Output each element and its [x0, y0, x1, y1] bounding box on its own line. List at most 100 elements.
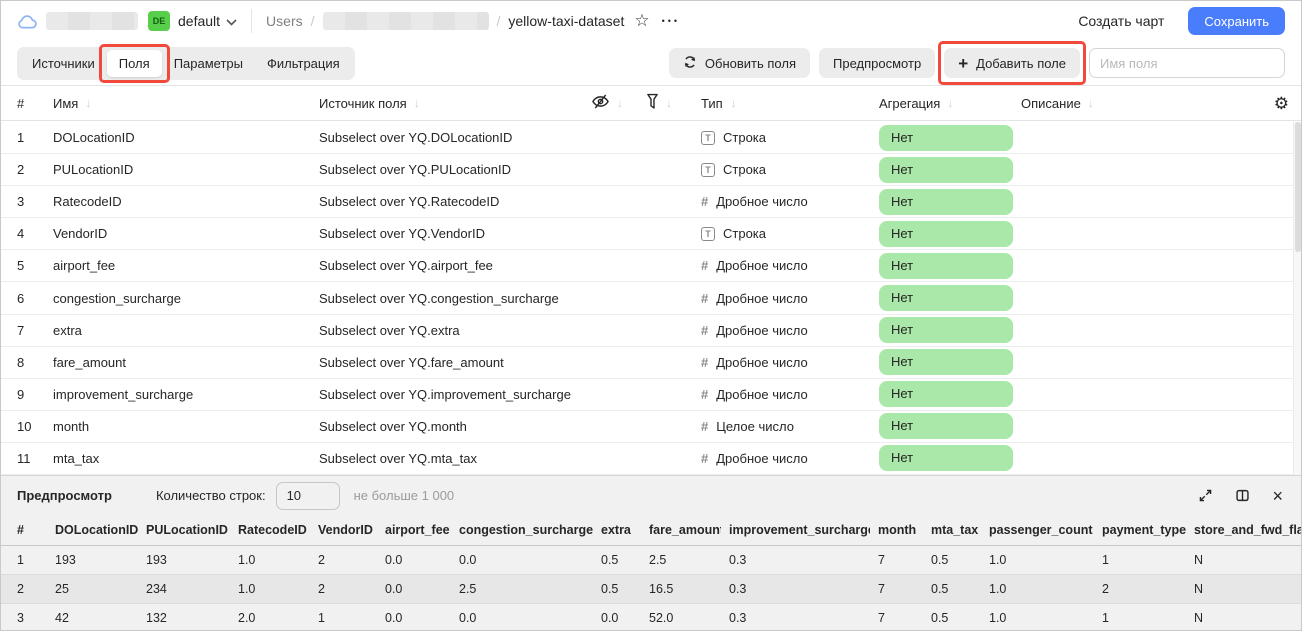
- row-count-input[interactable]: [275, 481, 340, 510]
- field-source: Subselect over YQ.RatecodeID: [319, 194, 500, 210]
- scrollbar-thumb[interactable]: [1295, 122, 1301, 252]
- field-type[interactable]: # Дробное число: [701, 451, 879, 466]
- field-name[interactable]: fare_amount: [53, 354, 126, 370]
- field-row[interactable]: 6 congestion_surcharge Subselect over YQ…: [1, 282, 1301, 315]
- field-index: 2: [17, 162, 25, 178]
- field-type-label: Строка: [723, 162, 767, 178]
- field-name[interactable]: RatecodeID: [53, 194, 122, 210]
- field-row[interactable]: 10 month Subselect over YQ.month # Целое…: [1, 411, 1301, 443]
- field-name[interactable]: mta_tax: [53, 450, 100, 466]
- breadcrumb-users[interactable]: Users: [266, 13, 303, 29]
- col-header-description[interactable]: Описание ↓: [1021, 95, 1094, 111]
- aggregation-select[interactable]: Нет: [879, 285, 1013, 312]
- tab-fields[interactable]: Поля: [106, 49, 162, 77]
- refresh-icon: [683, 55, 697, 72]
- field-type[interactable]: T Строка: [701, 162, 879, 177]
- field-type-label: Дробное число: [716, 354, 808, 370]
- preview-panel: Предпросмотр Количество строк: не больше…: [1, 475, 1301, 630]
- gear-icon[interactable]: ⚙: [1273, 93, 1289, 113]
- aggregation-select[interactable]: Нет: [879, 252, 1013, 279]
- field-type[interactable]: # Дробное число: [701, 355, 879, 370]
- field-source: Subselect over YQ.PULocationID: [319, 162, 511, 178]
- field-row[interactable]: 4 VendorID Subselect over YQ.VendorID T …: [1, 218, 1301, 251]
- field-name[interactable]: airport_fee: [53, 258, 116, 274]
- field-type[interactable]: # Целое число: [701, 419, 879, 434]
- field-type[interactable]: # Дробное число: [701, 291, 879, 306]
- tab-sources[interactable]: Источники: [20, 50, 107, 77]
- col-header-aggregation[interactable]: Агрегация ↓: [879, 95, 954, 111]
- field-index: 9: [17, 386, 25, 402]
- col-header-filter[interactable]: ↓: [646, 93, 701, 113]
- field-type[interactable]: # Дробное число: [701, 323, 879, 338]
- field-row[interactable]: 8 fare_amount Subselect over YQ.fare_amo…: [1, 347, 1301, 379]
- field-name[interactable]: VendorID: [53, 226, 108, 242]
- col-header-hidden[interactable]: ↓: [591, 93, 646, 113]
- preview-col-header: airport_fee: [377, 515, 451, 546]
- preview-col-header: fare_amount: [641, 515, 721, 546]
- field-index: 8: [17, 354, 25, 370]
- field-index: 6: [17, 290, 25, 306]
- preview-cell: 2.5: [451, 574, 593, 604]
- tab-filtering[interactable]: Фильтрация: [255, 50, 352, 77]
- field-row[interactable]: 3 RatecodeID Subselect over YQ.RatecodeI…: [1, 186, 1301, 219]
- close-icon[interactable]: ×: [1272, 485, 1283, 506]
- preview-cell: 0.5: [593, 545, 641, 575]
- field-type[interactable]: # Дробное число: [701, 387, 879, 402]
- field-row[interactable]: 7 extra Subselect over YQ.extra # Дробно…: [1, 315, 1301, 347]
- ellipsis-icon[interactable]: •••: [661, 16, 681, 26]
- aggregation-select[interactable]: Нет: [879, 349, 1013, 376]
- aggregation-select[interactable]: Нет: [879, 188, 1013, 215]
- field-row[interactable]: 9 improvement_surcharge Subselect over Y…: [1, 379, 1301, 411]
- field-name[interactable]: improvement_surcharge: [53, 386, 194, 402]
- preview-row: 3 42 132 2.0 1 0.0 0.0 0.0 52.0 0.3 7 0.5 1.0 1 N: [1, 603, 1301, 630]
- aggregation-select[interactable]: Нет: [879, 124, 1013, 151]
- star-icon[interactable]: ☆: [634, 11, 650, 30]
- preview-cell: 0.3: [721, 603, 870, 630]
- field-name[interactable]: congestion_surcharge: [53, 290, 181, 306]
- number-type-icon: #: [701, 418, 709, 434]
- field-type[interactable]: # Дробное число: [701, 194, 879, 209]
- preview-cell: 0.5: [593, 574, 641, 604]
- string-type-icon: T: [701, 226, 715, 241]
- save-button[interactable]: Сохранить: [1188, 7, 1285, 35]
- tab-parameters[interactable]: Параметры: [162, 50, 255, 77]
- preview-col-header: VendorID: [310, 515, 377, 546]
- field-row[interactable]: 5 airport_fee Subselect over YQ.airport_…: [1, 250, 1301, 283]
- field-type[interactable]: # Дробное число: [701, 258, 879, 273]
- aggregation-select[interactable]: Нет: [879, 317, 1013, 344]
- field-type[interactable]: T Строка: [701, 226, 879, 241]
- field-row[interactable]: 2 PULocationID Subselect over YQ.PULocat…: [1, 154, 1301, 187]
- top-bar: DE default Users / / yellow-taxi-dataset…: [1, 1, 1301, 41]
- folder-switcher[interactable]: default: [178, 13, 237, 29]
- field-source: Subselect over YQ.airport_fee: [319, 258, 493, 274]
- field-name[interactable]: extra: [53, 322, 82, 338]
- sort-arrow-icon: ↓: [947, 96, 954, 110]
- field-name[interactable]: DOLocationID: [53, 130, 135, 146]
- preview-header-row: # DOLocationID PULocationID RatecodeID Vendo…: [1, 515, 1301, 546]
- aggregation-select[interactable]: Нет: [879, 156, 1013, 183]
- field-name-search-input[interactable]: [1089, 48, 1285, 78]
- field-row[interactable]: 11 mta_tax Subselect over YQ.mta_tax # Д…: [1, 443, 1301, 475]
- col-header-name[interactable]: Имя ↓: [53, 95, 92, 111]
- preview-cell: 1.0: [981, 545, 1094, 575]
- add-field-button[interactable]: + Добавить поле: [944, 48, 1080, 78]
- field-name[interactable]: month: [53, 418, 90, 434]
- fields-scrollbar[interactable]: [1293, 122, 1301, 475]
- create-chart-button[interactable]: Создать чарт: [1078, 13, 1165, 29]
- expand-icon[interactable]: [1198, 488, 1213, 503]
- refresh-fields-button[interactable]: Обновить поля: [668, 48, 811, 78]
- preview-toggle-button[interactable]: Предпросмотр: [819, 48, 936, 78]
- field-row[interactable]: 1 DOLocationID Subselect over YQ.DOLocat…: [1, 122, 1301, 155]
- field-type[interactable]: T Строка: [701, 130, 879, 145]
- col-header-source[interactable]: Источник поля ↓: [319, 95, 420, 111]
- aggregation-select[interactable]: Нет: [879, 381, 1013, 408]
- field-name[interactable]: PULocationID: [53, 162, 134, 178]
- split-view-icon[interactable]: [1235, 488, 1250, 503]
- aggregation-select[interactable]: Нет: [879, 445, 1013, 472]
- tab-bar: Источники Поля Параметры Фильтрация: [17, 43, 355, 83]
- aggregation-select[interactable]: Нет: [879, 220, 1013, 247]
- plus-icon: +: [958, 53, 969, 73]
- col-header-type[interactable]: Тип ↓: [701, 95, 737, 111]
- aggregation-select[interactable]: Нет: [879, 413, 1013, 440]
